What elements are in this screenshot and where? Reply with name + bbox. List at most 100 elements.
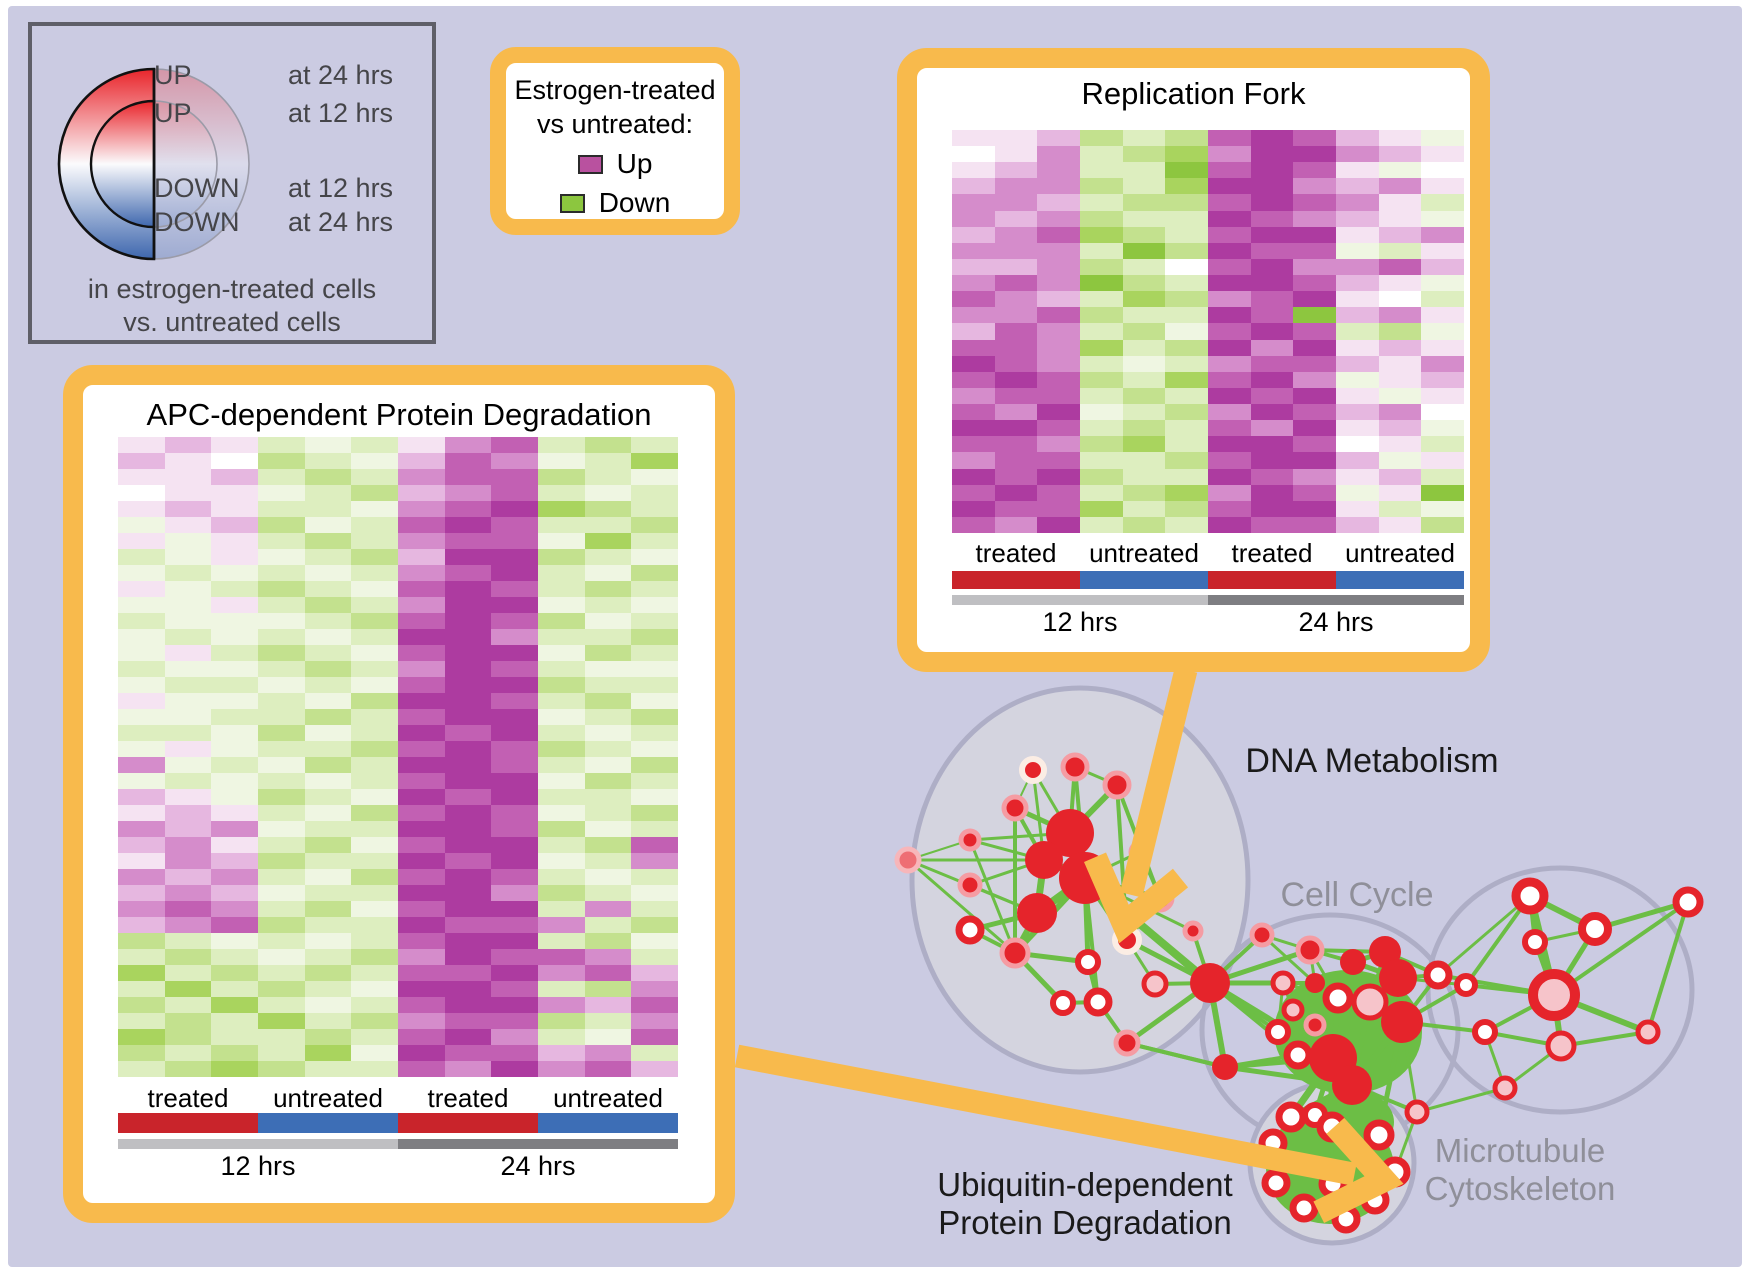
- heatmap-cell: [491, 597, 538, 613]
- heatmap-cell: [1122, 307, 1166, 324]
- heatmap-cell: [211, 709, 258, 725]
- heatmap-cell: [491, 693, 538, 709]
- network-node: [1212, 1054, 1238, 1080]
- heatmap-cell: [1165, 291, 1208, 308]
- heatmap-cell: [631, 917, 678, 933]
- heatmap-cell: [211, 805, 258, 821]
- heatmap-cell: [584, 725, 632, 741]
- network-node: [1545, 1030, 1577, 1062]
- heatmap-cell: [1378, 420, 1422, 437]
- heatmap-cell: [398, 725, 445, 741]
- heatmap-cell: [351, 517, 398, 533]
- heatmap-cell: [994, 371, 1038, 388]
- heatmap-cell: [994, 355, 1038, 372]
- heatmap-cell: [211, 997, 258, 1013]
- heatmap-cell: [118, 789, 165, 805]
- heatmap-cell: [1421, 210, 1464, 227]
- condition-group-label: untreated: [1345, 538, 1455, 568]
- heatmap-cell: [491, 661, 538, 677]
- direction-label: UP: [154, 98, 192, 128]
- heatmap-cell: [631, 789, 678, 805]
- heatmap-cell: [1250, 146, 1294, 163]
- network-node: [958, 828, 982, 852]
- heatmap-cell: [164, 565, 212, 581]
- heatmap-cell: [1080, 371, 1123, 388]
- heatmap-cell: [1336, 291, 1379, 308]
- heatmap-cell: [1122, 436, 1166, 453]
- network-node: [1379, 959, 1417, 997]
- heatmap-cell: [1080, 420, 1123, 437]
- heatmap-cell: [164, 597, 212, 613]
- heatmap-cell: [258, 837, 305, 853]
- heatmap-cell: [444, 1029, 492, 1045]
- heatmap-cell: [1293, 404, 1336, 421]
- heatmap-cell: [1208, 162, 1251, 179]
- heatmap-cell: [164, 965, 212, 981]
- heatmap-cell: [1250, 371, 1294, 388]
- heatmap-cell: [1208, 258, 1251, 276]
- heatmap-cell: [631, 933, 678, 949]
- heatmap-cell: [538, 485, 585, 501]
- heatmap-cell: [491, 565, 538, 581]
- heatmap-cell: [1037, 468, 1080, 485]
- heatmap-cell: [1208, 452, 1251, 469]
- heatmap-cell: [1378, 226, 1422, 243]
- heatmap-cell: [398, 805, 445, 821]
- heatmap-cell: [1421, 339, 1464, 356]
- heatmap-cell: [1165, 355, 1208, 372]
- treated-bar: [118, 1113, 258, 1133]
- heatmap-cell: [351, 933, 398, 949]
- heatmap-cell: [118, 725, 165, 741]
- heatmap-cell: [258, 453, 305, 469]
- heatmap-cell: [538, 773, 585, 789]
- heatmap-cell: [491, 533, 538, 549]
- network-edge: [1208, 980, 1335, 1061]
- heatmap-cell: [1421, 355, 1464, 372]
- heatmap-cell: [631, 901, 678, 917]
- heatmap-cell: [1208, 404, 1251, 421]
- heatmap-cell: [398, 757, 445, 773]
- heatmap-cell: [351, 437, 398, 453]
- heatmap-cell: [1037, 420, 1080, 437]
- heatmap-cell: [304, 757, 352, 773]
- time-span-bar: [952, 595, 1208, 605]
- callout-arrow-shaft: [734, 1044, 1357, 1186]
- heatmap-cell: [1378, 468, 1422, 485]
- heatmap-cell: [258, 885, 305, 901]
- heatmap-cell: [1250, 307, 1294, 324]
- heatmap-cell: [211, 581, 258, 597]
- heatmap-cell: [994, 307, 1038, 324]
- heatmap-cell: [444, 437, 492, 453]
- network-edge: [1552, 900, 1690, 997]
- heatmap-cell: [491, 1045, 538, 1061]
- heatmap-cell: [444, 725, 492, 741]
- heatmap-cell: [1250, 484, 1294, 501]
- heatmap-cell: [1037, 355, 1080, 372]
- heatmap-cell: [994, 516, 1038, 533]
- heatmap-cell: [538, 677, 585, 693]
- heatmap-cell: [351, 853, 398, 869]
- heatmap-cell: [952, 130, 995, 147]
- heatmap-cell: [1122, 452, 1166, 469]
- heatmap-cell: [304, 741, 352, 757]
- heatmap-cell: [164, 997, 212, 1013]
- heatmap-cell: [258, 469, 305, 485]
- heatmap-cell: [1293, 242, 1336, 259]
- heatmap-cell: [351, 1061, 398, 1077]
- heatmap-cell: [1037, 484, 1080, 501]
- heatmap-cell: [444, 773, 492, 789]
- heatmap-cell: [444, 1045, 492, 1061]
- heatmap-cell: [994, 436, 1038, 453]
- heatmap-cell: [538, 709, 585, 725]
- heatmap-cell: [1037, 307, 1080, 324]
- treated-bar: [398, 1113, 538, 1133]
- heatmap-cell: [304, 805, 352, 821]
- time-span-bar: [118, 1139, 398, 1149]
- heatmap-cell: [304, 517, 352, 533]
- heatmap-cell: [1080, 130, 1123, 147]
- heatmap-cell: [444, 917, 492, 933]
- heatmap-cell: [304, 997, 352, 1013]
- heatmap-cell: [398, 869, 445, 885]
- heatmap-cell: [952, 291, 995, 308]
